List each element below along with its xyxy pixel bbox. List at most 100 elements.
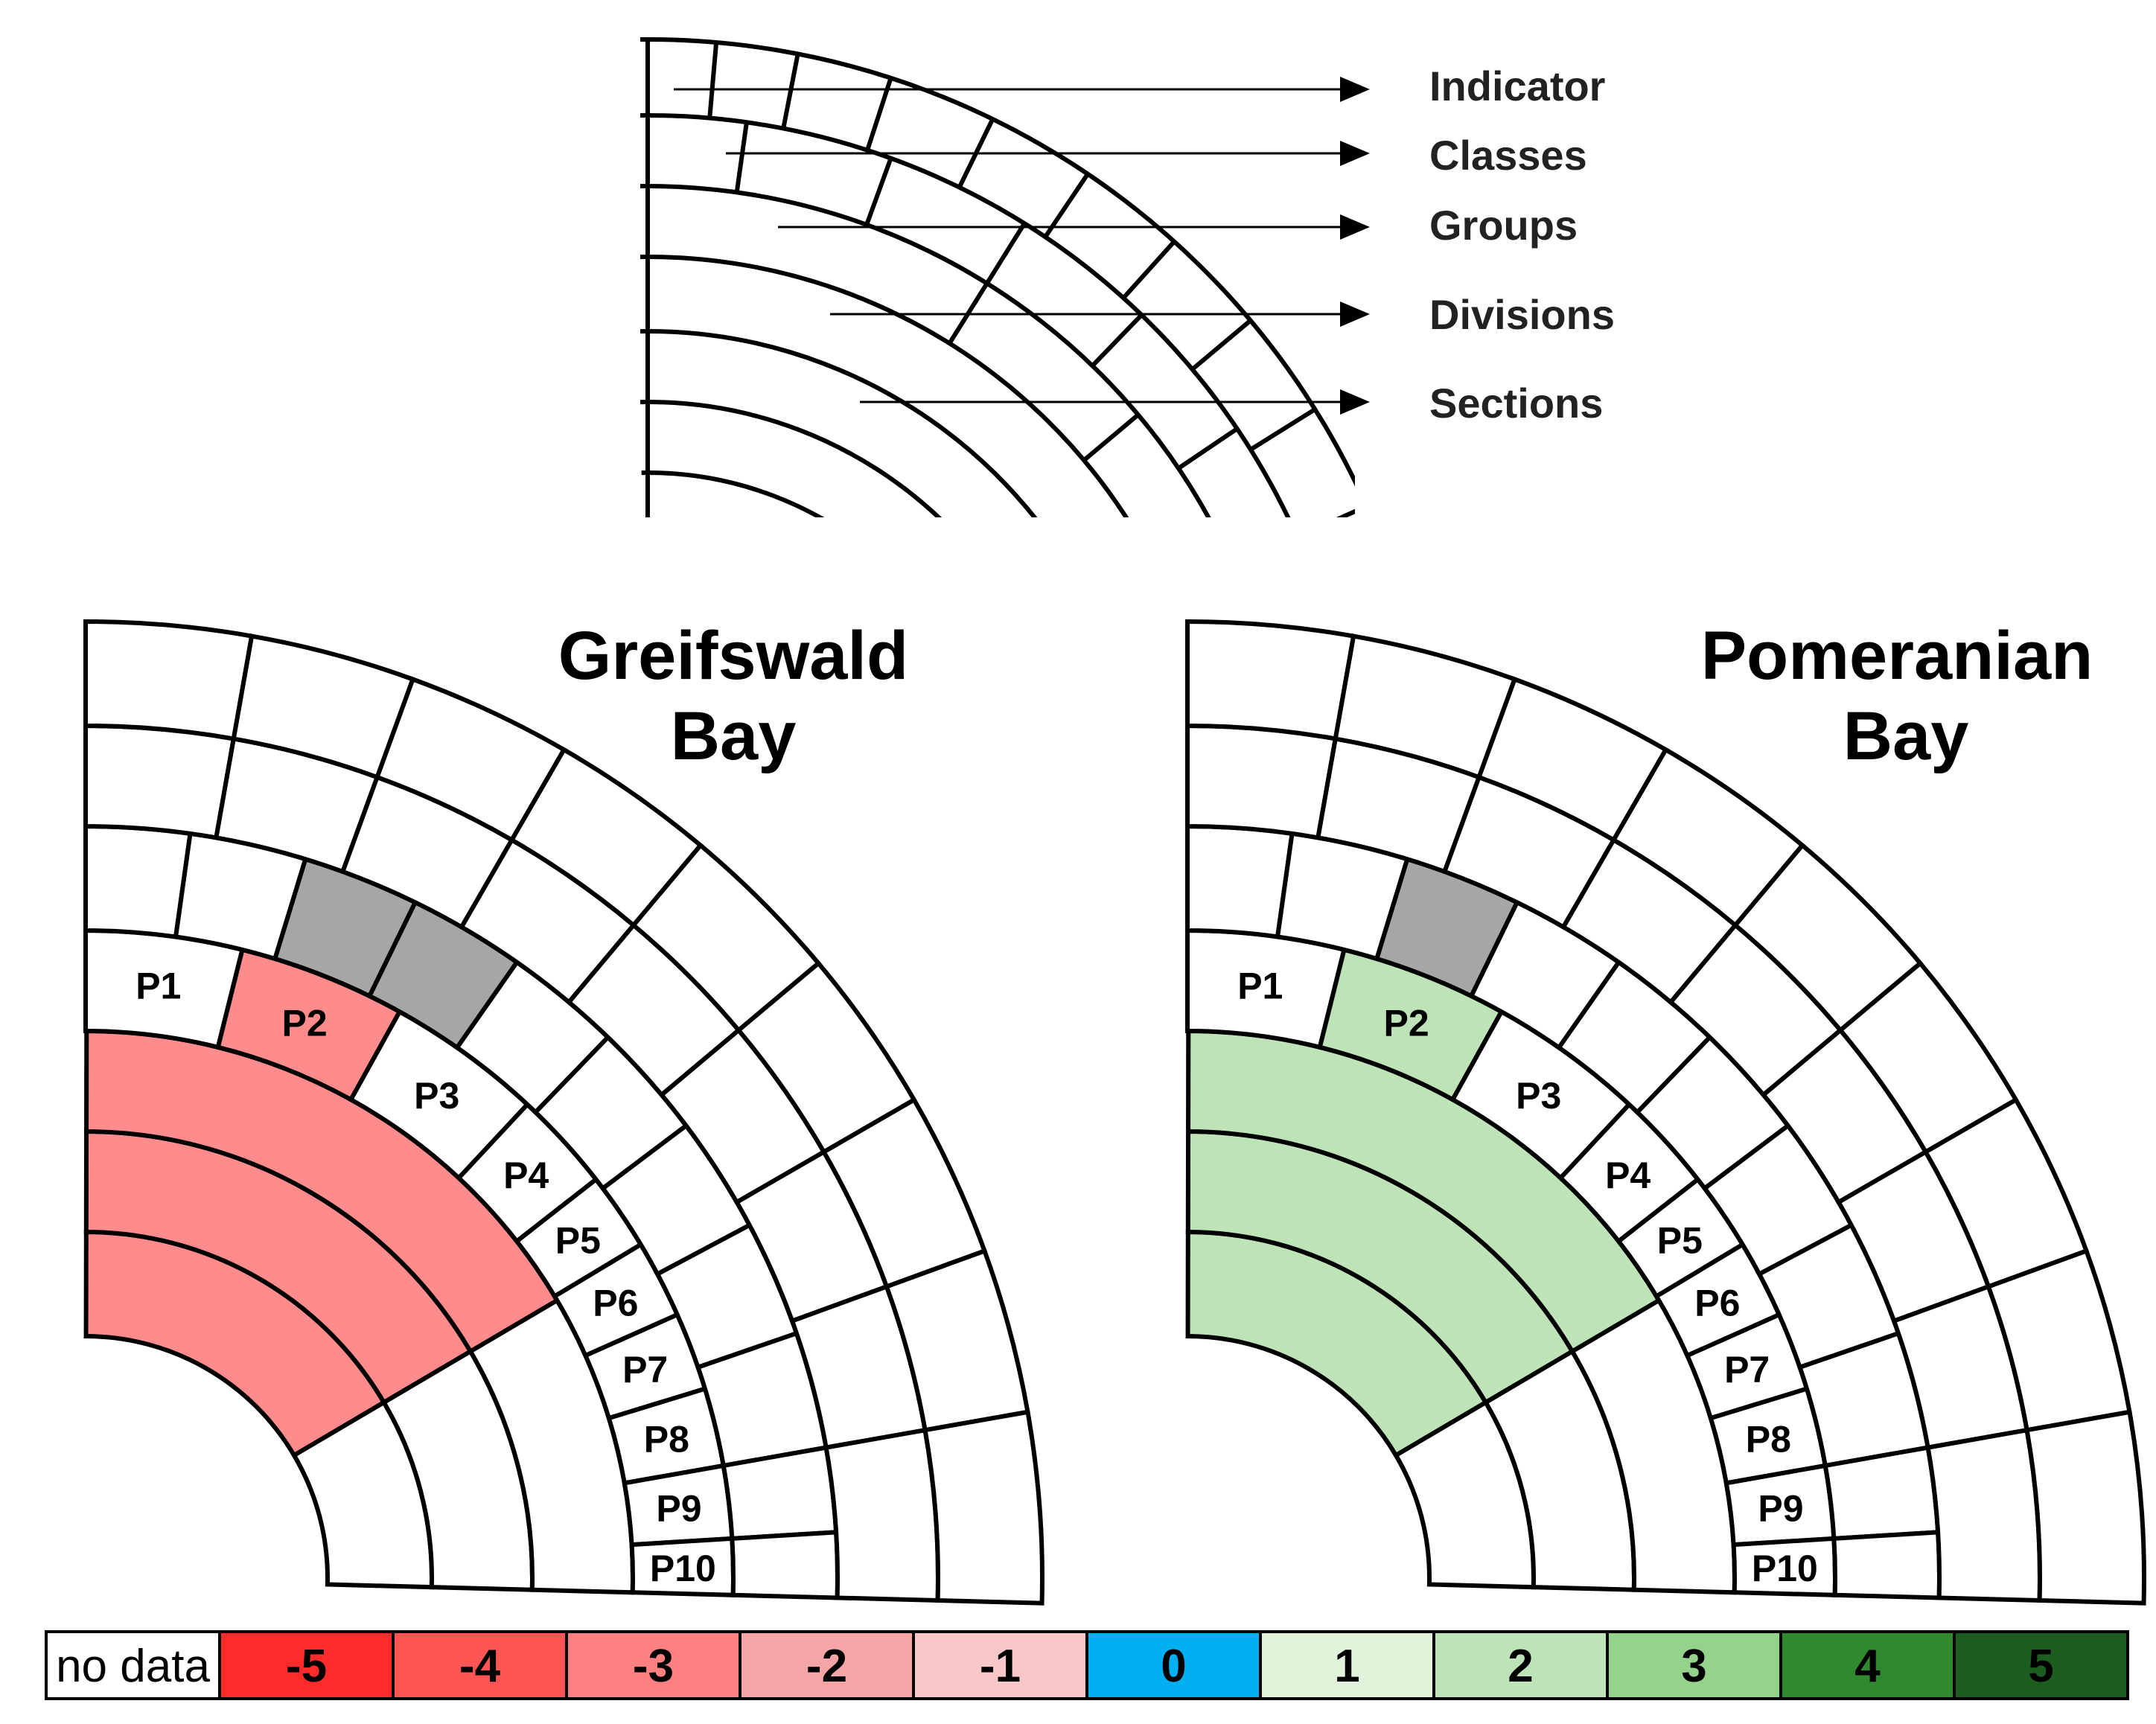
legend-swatch <box>218 1630 395 1700</box>
legend-swatch <box>1259 1630 1435 1700</box>
pomeranian-bay-title-line1: Pomeranian <box>1701 618 2093 694</box>
indicator-cell <box>1822 1445 1941 1542</box>
legend-swatch <box>1432 1630 1609 1700</box>
color-legend: no data -5 -4 -3 -2 -1 0 1 2 3 4 5 <box>45 1630 2129 1700</box>
legend-swatch <box>392 1630 568 1700</box>
key-label-indicator: Indicator <box>1429 63 1605 109</box>
section-label-p3: P3 <box>1516 1075 1561 1117</box>
key-divider <box>1241 560 1307 587</box>
key-divider <box>1336 508 1355 517</box>
key-rings <box>640 37 1404 630</box>
key-arrow-head <box>1340 77 1370 102</box>
legend-label: -4 <box>459 1641 501 1692</box>
legend-swatch <box>739 1630 915 1700</box>
section-label-p4: P4 <box>1605 1155 1651 1196</box>
legend-swatch <box>1953 1630 2129 1700</box>
legend-swatch <box>1606 1630 1782 1700</box>
section-label-p8: P8 <box>644 1419 689 1460</box>
legend-label: -1 <box>980 1641 1021 1692</box>
key-divider <box>1177 427 1239 470</box>
key-arrow-head <box>1340 141 1370 166</box>
outer-cell <box>83 723 237 840</box>
indicator-cell <box>1831 1530 1942 1600</box>
key-divider <box>707 42 719 118</box>
section-label-p7: P7 <box>622 1349 668 1391</box>
key-divider <box>985 222 1027 285</box>
outer-cell <box>1925 1427 2042 1603</box>
key-divider <box>864 157 893 226</box>
key-label-classes: Classes <box>1429 132 1587 179</box>
key-label-sections: Sections <box>1429 380 1603 427</box>
outer-cell <box>83 619 255 741</box>
legend-label: 0 <box>1161 1641 1186 1692</box>
key-ring-arc <box>640 255 1129 517</box>
section-label-p2: P2 <box>1384 1002 1429 1044</box>
greifswald-bay-title-line2: Bay <box>671 698 797 774</box>
legend-label: -3 <box>633 1641 674 1692</box>
indicator-cell <box>721 1445 839 1542</box>
section-label-p7: P7 <box>1724 1349 1770 1391</box>
section-label-p5: P5 <box>555 1219 601 1261</box>
legend-label: 1 <box>1334 1641 1359 1692</box>
indicator-cell <box>730 1530 840 1600</box>
key-label-groups: Groups <box>1429 202 1578 249</box>
key-arrow-head <box>1340 301 1370 327</box>
legend-label: 4 <box>1854 1641 1881 1692</box>
section-label-p9: P9 <box>1758 1488 1803 1530</box>
key-divider <box>1121 240 1176 300</box>
key-divider <box>734 121 749 193</box>
legend-swatch <box>1779 1630 1956 1700</box>
key-ring-arc <box>640 329 1038 517</box>
outer-cell <box>1185 723 1339 840</box>
indicator-cell <box>83 823 193 939</box>
legend-swatch <box>45 1630 221 1700</box>
legend-label: 5 <box>2028 1641 2053 1692</box>
key-divider <box>1331 610 1404 630</box>
legend-label: -2 <box>806 1641 847 1692</box>
section-label-p10: P10 <box>650 1548 716 1589</box>
outer-cell <box>2024 1409 2146 1606</box>
key-divider <box>1190 319 1252 371</box>
structure-key: Indicator Classes Groups Divisions Secti… <box>640 37 1615 630</box>
legend-label: -5 <box>286 1641 327 1692</box>
key-labels: Indicator Classes Groups Divisions Secti… <box>1429 63 1615 427</box>
section-label-p6: P6 <box>593 1282 638 1324</box>
indicator-cell <box>1185 823 1295 939</box>
key-ring-arc <box>640 37 1355 487</box>
key-ring-arc <box>640 400 942 517</box>
key-ring-arc <box>640 184 1211 517</box>
legend-label: 2 <box>1508 1641 1533 1692</box>
key-arrow-head <box>1340 214 1370 240</box>
outer-cell <box>922 1409 1044 1606</box>
section-label-p8: P8 <box>1746 1419 1791 1460</box>
section-label-p9: P9 <box>656 1488 701 1530</box>
outer-cell <box>1185 619 1356 741</box>
key-ring-arc <box>641 470 825 517</box>
section-label-p5: P5 <box>1657 1219 1703 1261</box>
key-divider <box>1249 407 1316 452</box>
section-label-p10: P10 <box>1752 1548 1818 1589</box>
key-arrow-head <box>1340 389 1370 415</box>
section-label-p4: P4 <box>503 1155 549 1196</box>
key-label-divisions: Divisions <box>1429 291 1615 338</box>
legend-swatch <box>912 1630 1088 1700</box>
legend-swatch <box>565 1630 741 1700</box>
section-label-p3: P3 <box>414 1075 459 1117</box>
key-divider <box>781 53 800 130</box>
key-ring-arc <box>640 113 1291 517</box>
key-arrows <box>674 77 1370 415</box>
key-divider <box>1082 412 1140 462</box>
section-label-p6: P6 <box>1694 1282 1740 1324</box>
legend-label: no data <box>56 1641 210 1692</box>
pomeranian-bay-title-line2: Bay <box>1843 698 1969 774</box>
key-divider <box>1091 313 1144 368</box>
legend-label: 3 <box>1681 1641 1706 1692</box>
section-label-p2: P2 <box>282 1002 328 1044</box>
outer-cell <box>823 1427 940 1603</box>
legend-swatch <box>1085 1630 1262 1700</box>
section-label-p1: P1 <box>1237 965 1283 1006</box>
greifswald-bay-title-line1: Greifswald <box>558 618 908 694</box>
